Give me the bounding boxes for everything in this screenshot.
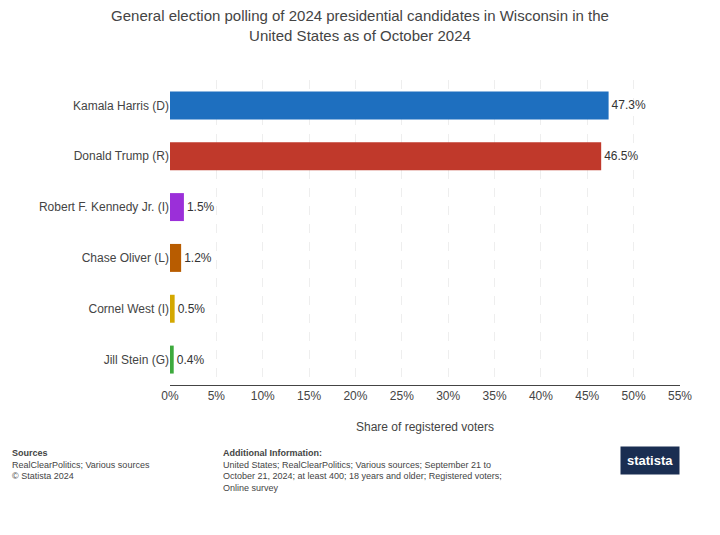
svg-text:1.2%: 1.2%: [184, 251, 212, 265]
svg-text:General election polling of 20: General election polling of 2024 preside…: [111, 7, 609, 44]
svg-text:10%: 10%: [251, 389, 275, 403]
svg-text:0.4%: 0.4%: [177, 353, 205, 367]
svg-text:Kamala Harris (D): Kamala Harris (D): [73, 99, 169, 113]
svg-text:1.5%: 1.5%: [187, 200, 215, 214]
svg-text:Cornel West (I): Cornel West (I): [89, 302, 169, 316]
svg-text:55%: 55%: [668, 389, 692, 403]
svg-text:0%: 0%: [161, 389, 179, 403]
svg-text:46.5%: 46.5%: [604, 149, 638, 163]
svg-text:Donald Trump (R): Donald Trump (R): [74, 149, 169, 163]
svg-text:5%: 5%: [208, 389, 226, 403]
svg-text:Jill Stein (G): Jill Stein (G): [104, 353, 169, 367]
svg-text:50%: 50%: [622, 389, 646, 403]
svg-text:47.3%: 47.3%: [612, 98, 646, 112]
svg-text:SourcesRealClearPolitics; Vari: SourcesRealClearPolitics; Various source…: [12, 448, 150, 481]
svg-text:statista: statista: [627, 453, 673, 468]
svg-text:15%: 15%: [297, 389, 321, 403]
svg-text:Chase Oliver (L): Chase Oliver (L): [82, 251, 169, 265]
svg-text:45%: 45%: [575, 389, 599, 403]
svg-text:35%: 35%: [483, 389, 507, 403]
svg-text:40%: 40%: [529, 389, 553, 403]
svg-text:0.5%: 0.5%: [178, 302, 206, 316]
svg-text:Robert F. Kennedy Jr. (I): Robert F. Kennedy Jr. (I): [39, 200, 169, 214]
svg-text:25%: 25%: [390, 389, 414, 403]
svg-text:30%: 30%: [436, 389, 460, 403]
svg-text:20%: 20%: [343, 389, 367, 403]
svg-text:Share of registered voters: Share of registered voters: [356, 420, 494, 434]
svg-text:Additional Information:United: Additional Information:United States; Re…: [223, 448, 502, 493]
